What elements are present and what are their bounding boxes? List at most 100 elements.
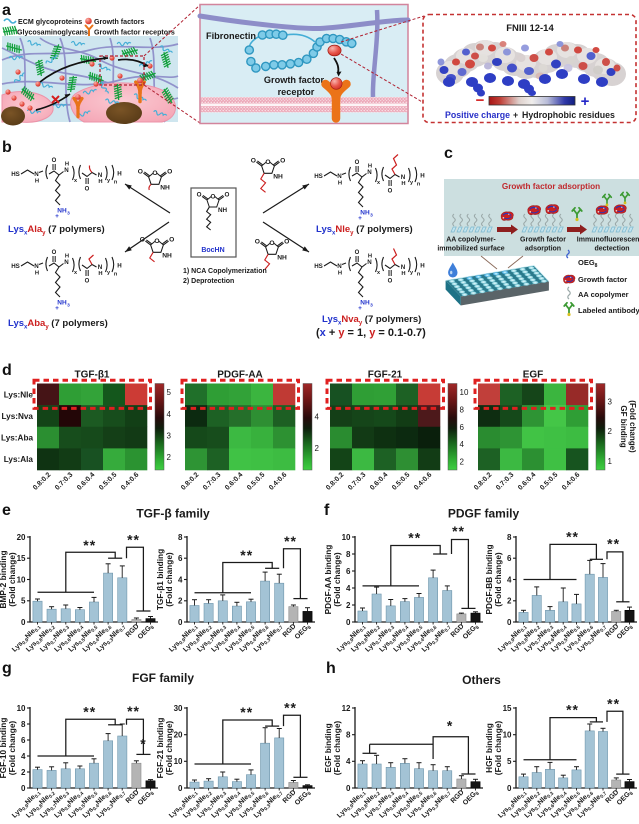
svg-text:receptor: receptor [278, 87, 315, 97]
svg-text:H: H [35, 271, 39, 277]
svg-text:10: 10 [342, 533, 351, 542]
svg-text:H: H [420, 173, 425, 180]
svg-text:H: H [338, 181, 342, 187]
svg-text:O: O [251, 157, 256, 164]
svg-text:2: 2 [21, 768, 26, 777]
svg-text:g: g [2, 660, 12, 677]
svg-text:15: 15 [17, 554, 26, 563]
svg-text:NH: NH [57, 300, 67, 307]
svg-text:O: O [355, 250, 360, 256]
svg-text:0: 0 [21, 784, 26, 793]
svg-text:LysxAbay (7 polymers): LysxAbay (7 polymers) [8, 318, 108, 331]
svg-text:+: + [358, 305, 362, 312]
svg-text:+: + [513, 110, 518, 120]
svg-text:(Fold change): (Fold change) [493, 721, 503, 776]
svg-text:**: ** [240, 704, 253, 720]
svg-text:O: O [52, 250, 57, 256]
svg-text:8: 8 [21, 720, 26, 729]
svg-text:h: h [326, 660, 336, 677]
svg-text:2: 2 [315, 444, 320, 453]
svg-text:(Fold change): (Fold change) [332, 721, 342, 776]
svg-text:N: N [98, 264, 103, 271]
svg-text:Others: Others [462, 673, 501, 687]
svg-text:BMP-2 binding: BMP-2 binding [0, 550, 8, 608]
svg-text:**: ** [127, 532, 140, 548]
svg-text:0: 0 [21, 618, 26, 627]
svg-text:x: x [377, 180, 381, 186]
svg-text:O: O [138, 168, 143, 175]
svg-text:LysxNvay (7 polymers): LysxNvay (7 polymers) [322, 314, 421, 327]
svg-text:O: O [197, 192, 202, 199]
svg-text:TGF-β1 binding: TGF-β1 binding [155, 549, 165, 610]
svg-text:TGF-β family: TGF-β family [136, 507, 210, 521]
svg-text:O: O [355, 160, 360, 166]
svg-text:O: O [280, 157, 285, 164]
svg-text:6: 6 [21, 736, 26, 745]
svg-text:PDGF family: PDGF family [448, 507, 520, 521]
svg-text:O: O [269, 240, 274, 247]
svg-text:HS: HS [11, 263, 20, 270]
svg-text:(Fold change): (Fold change) [7, 721, 17, 776]
svg-text:HGF binding: HGF binding [484, 723, 494, 773]
svg-text:H: H [401, 271, 405, 277]
svg-text:8: 8 [346, 550, 351, 559]
svg-text:Glycosaminoglycans: Glycosaminoglycans [17, 29, 88, 37]
svg-text:O: O [284, 238, 289, 245]
svg-text:N: N [401, 264, 406, 271]
svg-text:3: 3 [370, 303, 373, 309]
svg-text:N: N [64, 167, 69, 174]
svg-text:O: O [154, 238, 159, 245]
svg-text:NH: NH [218, 207, 228, 214]
svg-text:x: x [74, 178, 78, 184]
svg-text:4: 4 [346, 584, 351, 593]
svg-text:4: 4 [167, 410, 172, 419]
svg-text:8: 8 [346, 730, 351, 739]
svg-text:0: 0 [178, 618, 183, 627]
svg-text:y: y [410, 180, 414, 186]
svg-text:FGF-10 binding: FGF-10 binding [0, 718, 8, 779]
svg-text:3: 3 [370, 213, 373, 219]
svg-text:Immunofluorescence: Immunofluorescence [577, 237, 639, 244]
svg-text:FNIII 12-14: FNIII 12-14 [506, 23, 554, 34]
svg-text:2: 2 [346, 601, 351, 610]
svg-text:H: H [117, 171, 122, 178]
svg-text:Growth factors: Growth factors [94, 18, 145, 26]
svg-text:+: + [55, 305, 59, 312]
svg-text:O: O [388, 279, 393, 285]
svg-text:8: 8 [460, 405, 465, 414]
svg-text:Growth factor receptors: Growth factor receptors [94, 29, 175, 37]
svg-text:H: H [117, 263, 122, 270]
svg-text:H: H [98, 179, 102, 185]
svg-text:Lys:Ala: Lys:Ala [4, 455, 34, 464]
svg-text:NH: NH [160, 184, 170, 191]
svg-text:y: y [107, 270, 111, 276]
svg-text:20: 20 [17, 533, 26, 542]
svg-text:*: * [140, 735, 146, 751]
svg-text:a: a [2, 2, 11, 19]
svg-text:20: 20 [174, 730, 183, 739]
svg-text:EGF binding: EGF binding [323, 723, 333, 772]
svg-text:10: 10 [17, 575, 26, 584]
svg-text:n: n [417, 272, 421, 278]
svg-text:H: H [98, 271, 102, 277]
svg-text:GF binding: GF binding [619, 405, 628, 447]
svg-text:H: H [338, 271, 342, 277]
svg-text:5: 5 [507, 757, 512, 766]
svg-text:b: b [2, 139, 12, 156]
svg-text:**: ** [566, 528, 579, 544]
svg-text:PDGF-BB binding: PDGF-BB binding [484, 544, 494, 614]
svg-text:PDGF-AA: PDGF-AA [217, 370, 263, 381]
svg-text:O: O [388, 189, 393, 195]
svg-text:**: ** [566, 701, 579, 717]
svg-text:FGF family: FGF family [132, 671, 194, 685]
svg-text:Positive charge: Positive charge [445, 110, 510, 120]
svg-text:2: 2 [608, 427, 613, 436]
svg-text:5: 5 [21, 597, 26, 606]
svg-text:−: − [476, 92, 485, 109]
svg-text:12: 12 [342, 704, 351, 713]
svg-text:NH: NH [57, 208, 67, 215]
svg-text:N: N [337, 263, 342, 270]
svg-text:6: 6 [178, 554, 183, 563]
svg-text:TGF-β1: TGF-β1 [75, 370, 110, 381]
svg-text:**: ** [83, 537, 96, 553]
